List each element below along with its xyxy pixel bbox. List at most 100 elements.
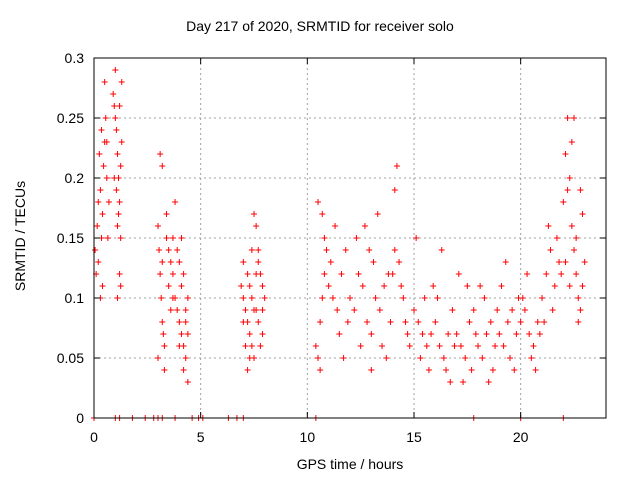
data-point bbox=[112, 67, 119, 73]
data-point bbox=[342, 247, 349, 253]
data-point bbox=[184, 295, 191, 301]
data-point bbox=[253, 271, 260, 277]
data-point bbox=[413, 235, 420, 241]
data-point bbox=[117, 283, 124, 289]
data-point bbox=[579, 211, 586, 217]
data-point bbox=[573, 271, 580, 277]
data-point bbox=[165, 283, 172, 289]
data-point bbox=[393, 163, 400, 169]
data-point bbox=[438, 247, 445, 253]
data-point bbox=[172, 199, 179, 205]
data-point bbox=[539, 295, 545, 301]
data-point bbox=[332, 223, 339, 229]
data-point bbox=[176, 259, 183, 265]
data-point bbox=[355, 271, 362, 277]
data-point bbox=[402, 319, 409, 325]
data-point bbox=[244, 367, 251, 373]
data-point bbox=[581, 259, 588, 265]
data-point bbox=[492, 343, 499, 349]
data-point bbox=[396, 259, 403, 265]
data-point bbox=[357, 343, 364, 349]
data-point bbox=[174, 247, 181, 253]
data-point bbox=[259, 307, 266, 313]
data-point bbox=[470, 307, 477, 313]
data-point bbox=[94, 223, 101, 229]
data-point bbox=[259, 283, 266, 289]
data-point bbox=[340, 355, 347, 361]
data-point bbox=[315, 199, 321, 205]
data-point bbox=[575, 295, 582, 301]
data-point bbox=[468, 367, 475, 373]
data-point bbox=[421, 295, 428, 301]
data-point bbox=[462, 355, 469, 361]
data-point bbox=[103, 139, 110, 145]
data-point bbox=[158, 295, 165, 301]
data-point bbox=[114, 151, 121, 157]
data-point bbox=[464, 283, 471, 289]
data-point bbox=[246, 331, 253, 337]
data-point bbox=[169, 235, 176, 241]
data-point bbox=[417, 355, 424, 361]
data-point bbox=[104, 235, 111, 241]
data-point bbox=[451, 343, 458, 349]
data-point bbox=[530, 343, 537, 349]
x-tick-label: 0 bbox=[90, 429, 98, 445]
data-point bbox=[113, 187, 120, 193]
data-point bbox=[321, 271, 328, 277]
data-point bbox=[327, 259, 334, 265]
data-point bbox=[519, 295, 526, 301]
data-point bbox=[445, 331, 452, 337]
data-point bbox=[381, 283, 388, 289]
data-point bbox=[564, 115, 571, 121]
data-point bbox=[379, 343, 385, 349]
data-point bbox=[391, 187, 398, 193]
data-point bbox=[481, 295, 488, 301]
data-point bbox=[562, 259, 569, 265]
data-point bbox=[513, 331, 520, 337]
axis-ticks: 0 5 10 15 20 0 0.05 0.1 0.15 0.2 0.25 0.3 bbox=[57, 50, 606, 445]
data-point bbox=[449, 307, 456, 313]
data-point bbox=[571, 247, 577, 253]
data-point bbox=[351, 307, 358, 313]
data-point bbox=[532, 367, 539, 373]
data-point bbox=[176, 319, 183, 325]
data-point bbox=[571, 115, 577, 121]
data-point bbox=[368, 367, 375, 373]
data-point bbox=[528, 355, 535, 361]
x-tick-label: 20 bbox=[513, 429, 529, 445]
data-point bbox=[549, 307, 556, 313]
y-tick-label: 0 bbox=[76, 410, 84, 426]
data-point bbox=[184, 379, 191, 385]
data-point bbox=[115, 211, 122, 217]
data-point bbox=[460, 379, 467, 385]
data-point bbox=[180, 367, 187, 373]
data-point bbox=[261, 295, 268, 301]
data-point bbox=[157, 271, 164, 277]
data-point bbox=[102, 115, 109, 121]
data-point bbox=[547, 247, 554, 253]
data-point bbox=[99, 211, 106, 217]
data-point bbox=[509, 307, 516, 313]
data-point bbox=[253, 223, 260, 229]
data-point bbox=[434, 295, 441, 301]
data-point bbox=[366, 247, 373, 253]
data-point bbox=[97, 187, 104, 193]
data-point bbox=[573, 235, 580, 241]
data-point bbox=[182, 319, 189, 325]
data-point bbox=[155, 355, 161, 361]
data-point bbox=[406, 343, 413, 349]
data-point bbox=[248, 343, 255, 349]
data-point bbox=[566, 283, 573, 289]
data-point bbox=[248, 247, 255, 253]
data-point bbox=[502, 259, 509, 265]
data-point bbox=[359, 283, 366, 289]
data-point bbox=[558, 271, 565, 277]
data-point bbox=[475, 343, 481, 349]
data-point bbox=[541, 319, 548, 325]
data-point bbox=[419, 331, 426, 337]
data-point bbox=[255, 259, 262, 265]
data-point bbox=[404, 331, 411, 337]
data-point bbox=[457, 343, 464, 349]
data-point bbox=[117, 163, 124, 169]
data-point bbox=[329, 295, 336, 301]
